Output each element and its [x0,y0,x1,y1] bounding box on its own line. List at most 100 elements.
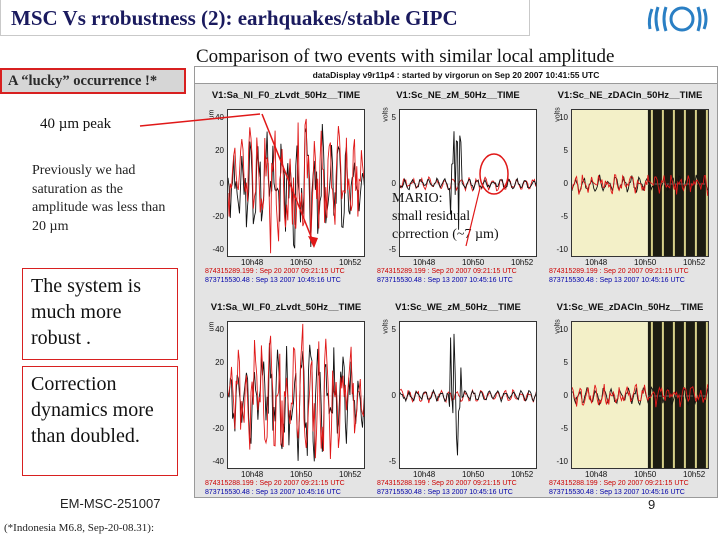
mario-line: MARIO: [392,191,443,206]
y-tick-label: 5 [563,146,568,155]
y-tick-label: -5 [388,457,396,466]
chart-title: V1:Sa_NI_F0_zLvdt_50Hz__TIME [211,90,361,101]
y-tick-label: -10 [556,245,568,254]
x-tick-label: 10h52 [339,470,362,479]
y-tick-label: -5 [388,245,396,254]
trace-caption-red: 874315289.199 : Sep 20 2007 09:21:15 UTC [549,268,689,275]
trace-plot [228,118,364,254]
x-tick-label: 10h48 [585,258,608,267]
x-tick-label: 10h50 [462,470,485,479]
slide-subtitle: Comparison of two events with similar lo… [196,46,615,67]
x-tick-label: 10h48 [241,470,264,479]
y-tick-label: 20 [215,358,224,367]
x-tick-label: 10h52 [683,470,706,479]
shaded-region [683,110,686,256]
shaded-region [705,110,708,256]
chart-title: V1:Sc_WE_zM_50Hz__TIME [395,302,521,313]
plot-area[interactable] [571,109,709,257]
trace-plot [572,110,708,256]
trace-caption-red: 874315288.199 : Sep 20 2007 09:21:15 UTC [549,480,689,487]
peak-label: 40 µm peak [40,116,112,132]
page-number: 9 [648,497,656,512]
trace-caption-red: 874315289.199 : Sep 20 2007 09:21:15 UTC [377,268,517,275]
data-display-window: dataDisplay v9r11p4 : started by virgoru… [194,66,718,498]
lucky-occurrence-label: A “lucky” occurrence !* [0,68,186,94]
y-axis-unit: volts [382,319,390,334]
y-tick-label: 5 [563,358,568,367]
trace-caption-black: 873715530.48 : Sep 13 2007 10:45:16 UTC [205,489,341,496]
x-tick-label: 10h52 [511,470,534,479]
trace-caption-black: 873715530.48 : Sep 13 2007 10:45:16 UTC [205,277,341,284]
trace-caption-black: 873715530.48 : Sep 13 2007 10:45:16 UTC [549,489,685,496]
x-tick-label: 10h50 [462,258,485,267]
red-trace [228,323,364,460]
x-tick-label: 10h48 [413,258,436,267]
y-tick-label: 5 [391,113,396,122]
trace-plot [228,323,364,462]
black-trace [400,131,536,230]
trace-caption-black: 873715530.48 : Sep 13 2007 10:45:16 UTC [549,277,685,284]
y-tick-label: 0 [391,179,396,188]
x-tick-label: 10h50 [634,470,657,479]
trace-plot [400,131,536,230]
y-axis-unit: volts [554,107,562,122]
trace-caption-red: 874315288.199 : Sep 20 2007 09:21:15 UTC [377,480,517,487]
y-tick-label: -40 [212,457,224,466]
chart-panel: V1:Sc_NE_zDACIn_50Hz__TIME 10 5 0 -5 -10 volts… [547,87,713,287]
y-axis-unit: volts [382,107,390,122]
chart-title: V1:Sc_NE_zDACIn_50Hz__TIME [557,90,703,101]
mario-annotation: MARIO: small residual correction (~7 µm) [392,190,499,244]
y-tick-label: 0 [219,391,224,400]
x-tick-label: 10h50 [290,258,313,267]
x-tick-label: 10h52 [511,258,534,267]
trace-caption-black: 873715530.48 : Sep 13 2007 10:45:16 UTC [377,277,513,284]
chart-title: V1:Sa_WI_F0_zLvdt_50Hz__TIME [210,302,362,313]
trace-caption-red: 874315289.199 : Sep 20 2007 09:21:15 UTC [205,268,345,275]
y-tick-label: -5 [560,212,568,221]
chart-panel: V1:Sc_NE_zM_50Hz__TIME 5 0 -5 volts 10h48 10h5… [375,87,541,287]
mario-line: small residual [392,209,471,224]
red-trace [572,174,708,196]
y-axis-unit: volts [554,319,562,334]
x-tick-label: 10h48 [413,470,436,479]
y-tick-label: 10 [559,113,568,122]
y-tick-label: 20 [215,146,224,155]
plot-area[interactable] [399,321,537,469]
x-tick-label: 10h50 [634,258,657,267]
robust-box: The system is much more robust . [22,268,178,360]
plot-area[interactable] [227,321,365,469]
dynamics-box: Correction dynamics more than doubled. [22,366,178,476]
plot-area[interactable] [571,321,709,469]
virgo-logo [647,6,708,32]
y-tick-label: 5 [391,325,396,334]
shaded-region [694,322,697,468]
footer-id: EM-MSC-251007 [60,496,161,511]
footnote: (*Indonesia M6.8, Sep-20-08.31): [4,522,155,534]
shaded-region [672,322,675,468]
chart-panel: V1:Sa_WI_F0_zLvdt_50Hz__TIME 40 20 0 -20 -40 u… [203,299,369,499]
y-tick-label: 0 [563,391,568,400]
x-tick-label: 10h48 [585,470,608,479]
mario-line: correction (~7 µm) [392,227,499,242]
slide-title: MSC Vs rrobustness (2): earhquakes/stabl… [0,0,530,36]
y-tick-label: -20 [212,212,224,221]
chart-panel: V1:Sa_NI_F0_zLvdt_50Hz__TIME 40 20 0 -20 -40 u… [203,87,369,287]
red-trace [572,383,708,408]
chart-title: V1:Sc_WE_zDACIn_50Hz__TIME [556,302,704,313]
x-tick-label: 10h50 [290,470,313,479]
chart-panel: V1:Sc_WE_zDACIn_50Hz__TIME 10 5 0 -5 -10 volts… [547,299,713,499]
y-tick-label: -10 [556,457,568,466]
y-tick-label: 10 [559,325,568,334]
trace-caption-black: 873715530.48 : Sep 13 2007 10:45:16 UTC [377,489,513,496]
y-axis-unit: um [208,321,216,332]
black-trace [400,333,536,456]
y-tick-label: 0 [563,179,568,188]
chart-title: V1:Sc_NE_zM_50Hz__TIME [396,90,520,101]
data-display-title: dataDisplay v9r11p4 : started by virgoru… [195,67,717,84]
plot-area[interactable] [227,109,365,257]
x-tick-label: 10h52 [339,258,362,267]
y-tick-label: 0 [391,391,396,400]
trace-caption-red: 874315288.199 : Sep 20 2007 09:21:15 UTC [205,480,345,487]
y-axis-unit: um [208,109,216,120]
x-tick-label: 10h52 [683,258,706,267]
